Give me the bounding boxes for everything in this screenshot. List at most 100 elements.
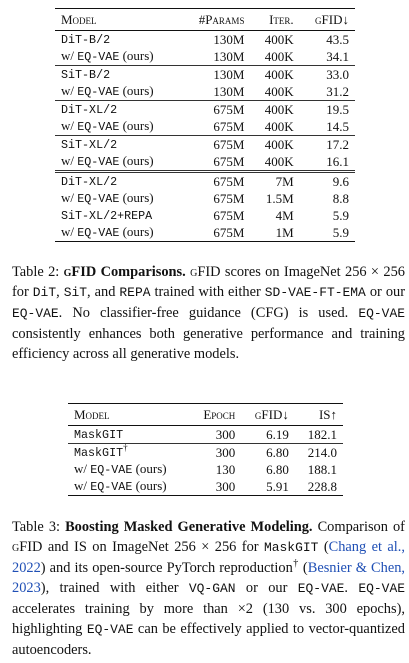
text-segment: .	[344, 580, 359, 596]
value-cell: 1M	[275, 224, 294, 240]
value-cell: 300	[215, 426, 236, 442]
table-row: DiT-B/2 130M 400K 43.5	[55, 31, 355, 49]
table-row: w/ EQ-VAE (ours) 130M 400K 31.2	[55, 83, 355, 101]
table-header: Model Epoch gFID↓ IS↑	[68, 403, 343, 426]
text-segment: (ours)	[119, 224, 154, 239]
model-cell: MaskGIT†	[68, 442, 191, 461]
text-segment: accelerates training by more than ×2 (13…	[12, 601, 405, 637]
model-cell: w/ EQ-VAE (ours)	[55, 48, 181, 66]
text-segment: gFID	[190, 264, 221, 280]
text-segment: (	[318, 539, 329, 555]
text-segment: EQ-VAE	[77, 50, 120, 64]
text-segment: (ours)	[132, 461, 167, 476]
text-segment: EQ-VAE	[90, 463, 133, 477]
table-header: Model #Params Iter. gFID↓	[55, 8, 355, 31]
text-segment: EQ-VAE	[297, 581, 345, 596]
text-segment: can be effectively applied to vector-qua…	[12, 621, 405, 658]
value-cell: 400K	[250, 135, 300, 153]
value-cell: 14.5	[326, 118, 349, 134]
text-segment: (ours)	[119, 190, 154, 205]
table-row: DiT-XL/2 675M 7M 9.6	[55, 170, 355, 190]
text-segment: EQ-VAE	[358, 581, 405, 596]
text-segment: DiT	[32, 285, 57, 300]
value-cell: 228.8	[307, 478, 337, 494]
value-cell: 130M	[180, 65, 251, 83]
text-segment: w/	[61, 48, 78, 63]
value-cell: 130	[215, 461, 236, 477]
text-segment: †	[123, 442, 128, 453]
text-segment: w/	[61, 118, 78, 133]
model-cell: w/ EQ-VAE (ours)	[55, 224, 181, 242]
text-segment: Table 3:	[12, 519, 66, 535]
value-cell: 5.9	[332, 207, 349, 223]
table-row: MaskGIT 300 6.19 182.1	[68, 426, 343, 444]
value-cell: 188.1	[307, 461, 337, 477]
text-segment: EQ-VAE	[77, 155, 120, 169]
model-cell: SiT-B/2	[55, 65, 181, 83]
model-cell: DiT-XL/2	[55, 170, 181, 190]
text-segment: EQ-VAE	[77, 120, 120, 134]
text-segment: (ours)	[119, 48, 154, 63]
text-segment: (ours)	[119, 118, 154, 133]
column-header: Model	[68, 403, 191, 426]
text-segment: SiT	[63, 285, 88, 300]
column-header: gFID↓	[241, 403, 295, 426]
value-cell: 19.5	[299, 100, 355, 118]
value-cell: 130M	[213, 48, 245, 64]
table-body: DiT-B/2 130M 400K 43.5 w/ EQ-VAE (ours) 130M 4…	[55, 31, 355, 242]
text-segment: gFID	[63, 264, 97, 280]
model-cell: w/ EQ-VAE (ours)	[55, 83, 181, 101]
value-cell: 400K	[264, 48, 294, 64]
column-header: IS↑	[294, 403, 343, 426]
value-cell: 16.1	[326, 153, 349, 169]
value-cell: 400K	[264, 31, 294, 47]
column-header: #Params	[180, 8, 251, 31]
text-segment: EQ-VAE	[12, 306, 59, 321]
text-segment: DiT-XL/2	[61, 103, 118, 117]
value-cell: 5.91	[266, 478, 289, 494]
text-segment: EQ-VAE	[77, 226, 120, 240]
citation-link[interactable]: Besnier & Chen, 2023	[12, 560, 406, 596]
text-segment: w/	[74, 461, 91, 476]
text-segment: (ours)	[119, 153, 154, 168]
model-cell: MaskGIT	[68, 426, 190, 444]
text-segment: MaskGIT	[74, 446, 124, 460]
value-cell: 7M	[250, 170, 300, 190]
model-cell: SiT-XL/2+REPA	[55, 207, 181, 224]
value-cell: 675M	[213, 153, 245, 169]
text-segment: SD-VAE-FT-EMA	[264, 285, 366, 300]
text-segment: MaskGIT	[263, 540, 319, 555]
value-cell: 182.1	[307, 426, 337, 442]
value-cell: 400K	[250, 65, 300, 83]
text-segment: EQ-VAE	[77, 192, 120, 206]
citation-link[interactable]: Chang et al., 2022	[12, 539, 406, 576]
value-cell: 43.5	[326, 31, 349, 47]
model-cell: w/ EQ-VAE (ours)	[68, 461, 190, 478]
text-segment: SiT-B/2	[61, 68, 111, 82]
header-row: Model Epoch gFID↓ IS↑	[68, 403, 343, 426]
table-row: w/ EQ-VAE (ours) 130M 400K 34.1	[55, 48, 355, 66]
text-segment: ,	[56, 284, 64, 300]
table-caption: Table 2: gFID Comparisons. gFID scores o…	[12, 262, 405, 364]
text-segment: or our	[365, 284, 406, 300]
column-header: gFID↓	[299, 8, 355, 31]
text-segment: DiT-XL/2	[61, 175, 118, 189]
model-cell: DiT-B/2	[55, 31, 181, 49]
table-row: w/ EQ-VAE (ours) 675M 1M 5.9	[55, 224, 355, 242]
text-segment: and IS on ImageNet 256 × 256 for	[42, 539, 264, 555]
table-caption: Table 3: Boosting Masked Generative Mode…	[12, 517, 405, 660]
value-cell: 5.9	[332, 224, 349, 240]
text-segment: or our	[235, 580, 298, 596]
text-segment: EQ-VAE	[358, 306, 405, 321]
value-cell: 17.2	[299, 135, 355, 153]
table-row: DiT-XL/2 675M 400K 19.5	[55, 100, 355, 118]
text-segment: SiT-XL/2+REPA	[61, 209, 153, 223]
text-segment: w/	[61, 190, 78, 205]
table-row: w/ EQ-VAE (ours) 675M 1.5M 8.8	[55, 190, 355, 207]
text-segment: Boosting Masked Generative Modeling.	[65, 519, 313, 535]
value-cell: 675M	[180, 100, 251, 118]
value-cell: 675M	[213, 207, 245, 223]
model-cell: w/ EQ-VAE (ours)	[55, 153, 181, 172]
table-row: SiT-XL/2+REPA 675M 4M 5.9	[55, 207, 355, 224]
